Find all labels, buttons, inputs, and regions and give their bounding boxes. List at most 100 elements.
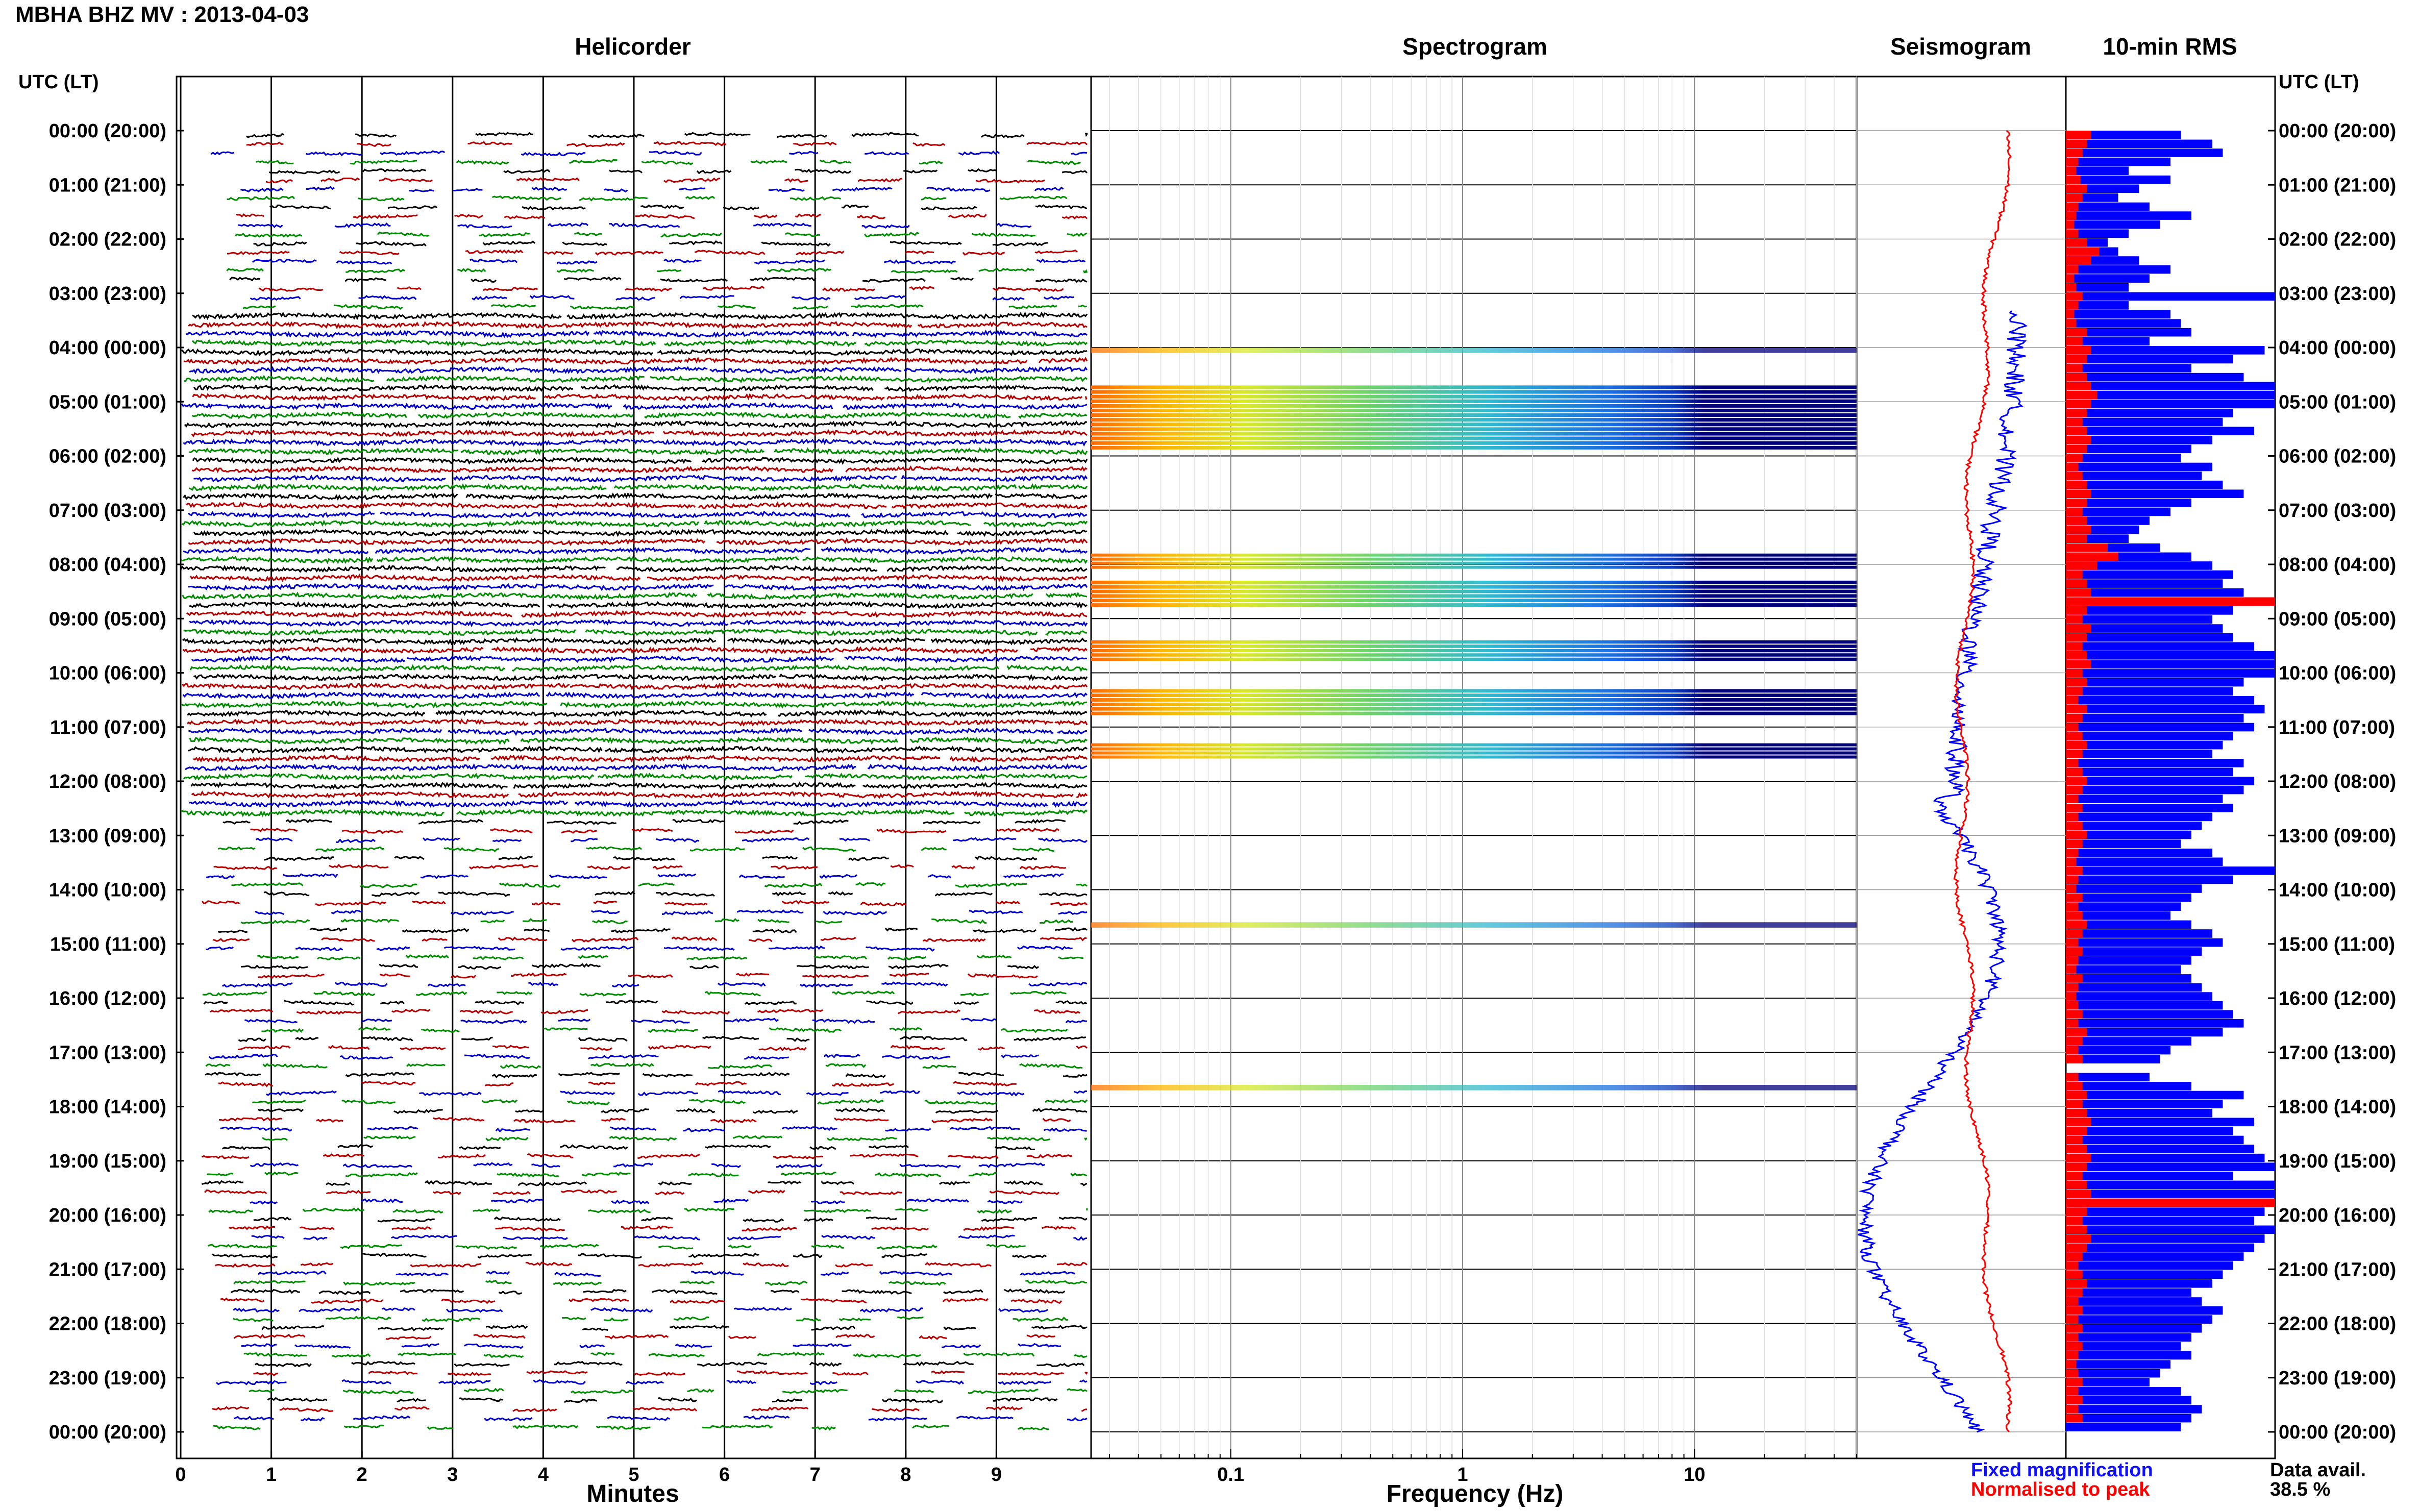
helicorder-trace-segment <box>320 177 360 182</box>
helicorder-trace-segment <box>233 1333 306 1339</box>
time-tick-left: 02:00 (22:00) <box>49 229 166 251</box>
rms-normalised-bar <box>2066 1082 2083 1090</box>
helicorder-trace-segment <box>609 169 643 173</box>
helicorder-trace-segment <box>663 258 702 263</box>
helicorder-trace-segment <box>720 1072 790 1077</box>
helicorder-trace-segment <box>182 591 698 601</box>
helicorder-trace-segment <box>566 142 625 147</box>
helicorder-trace-segment <box>705 1144 771 1149</box>
helicorder-trace-segment <box>184 375 375 383</box>
helicorder-trace-segment <box>1057 729 1088 735</box>
rms-fixed-bar <box>2066 373 2244 382</box>
rms-fixed-bar <box>2066 570 2233 579</box>
helicorder-trace-segment <box>791 296 831 301</box>
helicorder-trace-segment <box>656 838 700 843</box>
rms-fixed-bar <box>2066 714 2244 723</box>
helicorder-trace-segment <box>968 1389 1039 1395</box>
helicorder-trace-segment <box>931 918 987 924</box>
helicorder-trace-segment <box>597 772 793 781</box>
helicorder-trace-segment <box>1019 1063 1083 1069</box>
helicorder-trace-segment <box>482 240 536 246</box>
helicorder-trace-segment <box>325 1316 391 1320</box>
helicorder-trace-segment <box>180 564 606 573</box>
helicorder-trace-segment <box>183 492 458 501</box>
helicorder-trace-segment <box>813 955 868 960</box>
helicorder-trace-segment <box>1020 1271 1075 1276</box>
rms-fixed-bar <box>2066 1162 2275 1171</box>
helicorder-trace-segment <box>455 1245 517 1250</box>
seismogram-normalised-trace <box>1953 130 2012 1433</box>
helicorder-trace-segment <box>796 1318 821 1322</box>
helicorder-trace-segment <box>802 846 856 852</box>
helicorder-trace-segment <box>625 1380 664 1385</box>
helicorder-trace-segment <box>520 736 898 745</box>
rms-normalised-bar <box>2066 364 2083 373</box>
rms-fixed-bar <box>2066 1423 2181 1431</box>
helicorder-trace-segment <box>253 241 307 246</box>
rms-normalised-bar <box>2066 1090 2087 1100</box>
time-tick-left: 15:00 (11:00) <box>50 934 166 955</box>
helicorder-trace-segment <box>660 278 728 283</box>
spectrogram-band <box>1091 418 1857 422</box>
rms-fixed-bar <box>2066 705 2265 714</box>
helicorder-trace-segment <box>724 583 1088 591</box>
helicorder-trace-segment <box>490 754 941 763</box>
helicorder-trace-segment <box>869 1145 909 1149</box>
helicorder-trace-segment <box>1065 1020 1087 1024</box>
helicorder-trace-segment <box>189 447 459 456</box>
helicorder-trace-segment <box>554 1360 623 1366</box>
helicorder-trace-segment <box>250 296 301 301</box>
helicorder-trace-segment <box>418 819 483 825</box>
helicorder-trace-segment <box>588 1054 659 1059</box>
helicorder-trace-segment <box>213 1425 261 1430</box>
rms-fixed-bar <box>2066 992 2212 1001</box>
rms-normalised-bar <box>2066 606 2087 615</box>
helicorder-trace-segment <box>633 1372 685 1376</box>
helicorder-trace-segment <box>909 286 934 291</box>
helicorder-trace-segment <box>967 973 1038 979</box>
rms-normalised-bar <box>2066 1180 2087 1189</box>
helicorder-trace-segment <box>246 141 284 146</box>
helicorder-trace-segment <box>188 745 603 754</box>
helicorder-trace-segment <box>257 1108 304 1112</box>
helicorder-trace-segment <box>570 682 802 690</box>
rms-fixed-bar <box>2066 139 2212 148</box>
helicorder-trace-segment <box>579 196 648 202</box>
helicorder-trace-segment <box>240 919 310 925</box>
helicorder-trace-segment <box>890 864 914 869</box>
helicorder-trace-segment <box>922 1064 956 1069</box>
time-axis-label-left: UTC (LT) <box>18 71 99 93</box>
helicorder-trace-segment <box>531 1163 560 1168</box>
rms-normalised-bar <box>2066 759 2079 767</box>
helicorder-trace-segment <box>835 1262 873 1268</box>
helicorder-trace-segment <box>996 900 1021 905</box>
rms-normalised-bar <box>2066 696 2079 705</box>
helicorder-trace-segment <box>513 1119 576 1123</box>
helicorder-trace-segment <box>405 954 449 959</box>
rms-normalised-bar <box>2066 166 2077 175</box>
helicorder-trace-segment <box>809 1146 836 1150</box>
helicorder-trace-segment <box>768 1180 802 1185</box>
rms-normalised-bar <box>2066 301 2079 310</box>
helicorder-trace-segment <box>926 187 991 192</box>
helicorder-trace-segment <box>864 339 1088 347</box>
helicorder-trace-segment <box>803 1218 833 1222</box>
rms-fixed-bar <box>2066 417 2223 427</box>
helicorder-trace-segment <box>904 250 934 255</box>
helicorder-trace-segment <box>884 384 1088 392</box>
helicorder-trace-segment <box>557 268 595 273</box>
helicorder-trace-segment <box>459 1009 513 1014</box>
rms-normalised-bar <box>2066 992 2077 1001</box>
rms-normalised-bar <box>2066 131 2091 139</box>
helicorder-trace-segment <box>994 1146 1035 1151</box>
helicorder-trace-segment <box>630 1020 690 1024</box>
helicorder-trace-segment <box>611 1199 650 1205</box>
helicorder-trace-segment <box>226 267 264 272</box>
helicorder-trace-segment <box>387 465 834 474</box>
rms-fixed-bar <box>2066 1189 2275 1198</box>
helicorder-trace-segment <box>475 132 534 137</box>
helicorder-trace-segment <box>743 1218 784 1223</box>
spectrogram-frame <box>1090 76 1858 1459</box>
rms-fixed-bar <box>2066 382 2275 390</box>
helicorder-trace-segment <box>183 547 369 555</box>
